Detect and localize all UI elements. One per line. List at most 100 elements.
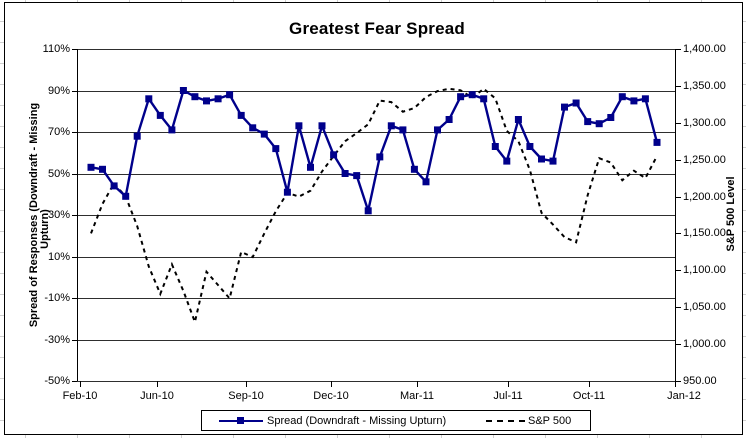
worksheet-gridline	[0, 168, 4, 169]
chart-title: Greatest Fear Spread	[289, 19, 465, 38]
worksheet-gridline	[597, 435, 598, 438]
left-axis-tick	[72, 49, 77, 50]
worksheet-gridline	[129, 0, 130, 3]
left-axis-tick-label: 10%	[47, 251, 70, 263]
x-axis-tick	[80, 381, 81, 387]
right-axis-line	[675, 49, 676, 381]
worksheet-gridline	[743, 42, 746, 43]
worksheet-gridline	[545, 0, 546, 3]
x-axis-tick-label: Mar-11	[399, 390, 435, 402]
worksheet-gridline	[743, 252, 746, 253]
worksheet-gridline	[0, 273, 4, 274]
worksheet-gridline	[233, 435, 234, 438]
worksheet-gridline	[743, 357, 746, 358]
legend-label-sp500: S&P 500	[528, 414, 572, 427]
left-axis-tick	[72, 340, 77, 341]
right-axis-tick	[675, 344, 681, 345]
gridline	[77, 257, 675, 258]
worksheet-gridline	[337, 435, 338, 438]
x-axis-tick	[508, 381, 509, 387]
right-axis-tick	[675, 160, 681, 161]
right-axis-tick	[675, 49, 681, 50]
left-axis-tick-label: 30%	[47, 209, 70, 221]
x-axis-tick-label: Oct-11	[572, 390, 606, 402]
gridline	[77, 49, 675, 50]
worksheet-gridline	[0, 84, 4, 85]
x-axis-tick-label: Feb-10	[62, 390, 98, 402]
worksheet-gridline	[0, 315, 4, 316]
left-axis-tick	[72, 381, 77, 382]
worksheet-gridline	[389, 435, 390, 438]
worksheet-gridline	[743, 210, 746, 211]
x-axis-tick-label: Jul-11	[493, 390, 523, 402]
worksheet-gridline	[743, 399, 746, 400]
worksheet-gridline	[0, 399, 4, 400]
left-axis-tick-label: 70%	[47, 126, 70, 138]
worksheet-gridline	[25, 435, 26, 438]
worksheet-gridline	[743, 21, 746, 22]
right-axis-tick	[675, 233, 681, 234]
left-axis-tick-label: 90%	[47, 85, 70, 97]
worksheet-gridline	[0, 126, 4, 127]
worksheet-gridline	[649, 435, 650, 438]
worksheet-gridline	[743, 420, 746, 421]
worksheet-gridline	[441, 0, 442, 3]
worksheet-gridline	[0, 63, 4, 64]
worksheet-gridline	[743, 84, 746, 85]
spread-legend-marker-icon	[237, 417, 244, 424]
worksheet-gridline	[441, 435, 442, 438]
worksheet-gridline	[743, 315, 746, 316]
x-axis-tick	[417, 381, 418, 387]
chart-container[interactable]: Greatest Fear Spread	[4, 2, 743, 435]
left-axis-tick-label: -10%	[44, 292, 70, 304]
gridline	[77, 91, 675, 92]
worksheet-gridline	[743, 294, 746, 295]
left-axis-line	[77, 49, 78, 381]
right-axis-tick	[675, 123, 681, 124]
left-axis-tick	[72, 298, 77, 299]
right-axis-tick-label: 1,300.00	[683, 117, 726, 129]
worksheet-gridline	[389, 0, 390, 3]
gridline	[77, 174, 675, 175]
worksheet-gridline	[0, 336, 4, 337]
x-axis-tick-label: Sep-10	[228, 390, 264, 402]
worksheet-gridline	[743, 168, 746, 169]
left-axis-tick-label: -30%	[44, 334, 70, 346]
worksheet-gridline	[743, 231, 746, 232]
x-axis-tick-label: Jan-12	[667, 390, 701, 402]
gridline	[77, 340, 675, 341]
gridline	[77, 381, 675, 382]
x-axis-tick	[331, 381, 332, 387]
right-axis-tick-label: 1,000.00	[683, 338, 726, 350]
worksheet-gridline	[0, 357, 4, 358]
worksheet-gridline	[77, 0, 78, 3]
worksheet-gridline	[743, 126, 746, 127]
worksheet-gridline	[493, 0, 494, 3]
x-axis-tick	[157, 381, 158, 387]
worksheet-gridline	[597, 0, 598, 3]
worksheet-gridline	[181, 435, 182, 438]
right-axis-tick-label: 1,150.00	[683, 227, 726, 239]
right-axis-tick-label: 1,050.00	[683, 301, 726, 313]
worksheet-gridline	[701, 435, 702, 438]
worksheet-gridline	[0, 378, 4, 379]
right-axis-tick	[675, 381, 681, 382]
worksheet-gridline	[0, 294, 4, 295]
worksheet-gridline	[25, 0, 26, 3]
worksheet-gridline	[743, 336, 746, 337]
worksheet-gridline	[0, 42, 4, 43]
right-axis-title: S&P 500 Level	[725, 176, 737, 252]
right-axis-tick-label: 1,100.00	[683, 264, 726, 276]
worksheet-gridline	[743, 273, 746, 274]
gridline	[77, 132, 675, 133]
right-axis-tick	[675, 86, 681, 87]
left-axis-tick-label: -50%	[44, 375, 70, 387]
worksheet-gridline	[233, 0, 234, 3]
worksheet-gridline	[129, 435, 130, 438]
worksheet-gridline	[701, 0, 702, 3]
worksheet-gridline	[743, 189, 746, 190]
worksheet-gridline	[0, 252, 4, 253]
left-axis-tick	[72, 91, 77, 92]
gridline	[77, 298, 675, 299]
